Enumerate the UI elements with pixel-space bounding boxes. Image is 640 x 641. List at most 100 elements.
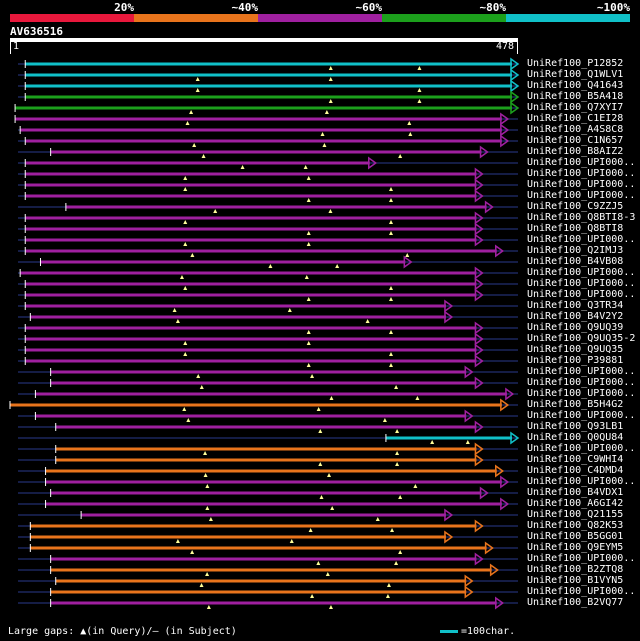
hit-label[interactable]: UniRef100_Q7XYI7 bbox=[527, 102, 624, 113]
hit-label[interactable]: UniRef100_B5GG01 bbox=[527, 531, 624, 542]
hit-label[interactable]: UniRef100_UPI000.. bbox=[527, 179, 636, 190]
hit-label[interactable]: UniRef100_UPI000.. bbox=[527, 586, 636, 597]
gap-marker-icon bbox=[328, 66, 333, 70]
query-ruler: 1 478 bbox=[10, 41, 518, 54]
hit-label[interactable]: UniRef100_Q8BTI8-3 bbox=[527, 212, 636, 223]
hit-label[interactable]: UniRef100_UPI000.. bbox=[527, 267, 636, 278]
gap-marker-icon bbox=[389, 198, 393, 202]
hit-label[interactable]: UniRef100_UPI000.. bbox=[527, 366, 636, 377]
hit-label[interactable]: UniRef100_B2ZTQ8 bbox=[527, 564, 624, 575]
hit-arrow-icon bbox=[500, 112, 510, 126]
hit-arrow-icon bbox=[510, 57, 520, 71]
hit-label[interactable]: UniRef100_B1VYN5 bbox=[527, 575, 624, 586]
gap-marker-icon bbox=[382, 418, 387, 422]
gap-marker-icon bbox=[389, 352, 393, 356]
gap-marker-icon bbox=[306, 297, 311, 301]
hit-label[interactable]: UniRef100_B4VDX1 bbox=[527, 487, 624, 498]
hit-label[interactable]: UniRef100_Q9UQ35-2 bbox=[527, 333, 636, 344]
gap-marker-icon bbox=[398, 550, 403, 554]
hit-label[interactable]: UniRef100_Q9EYM5 bbox=[527, 542, 624, 553]
gap-marker-icon bbox=[183, 242, 188, 246]
hit-label[interactable]: UniRef100_UPI000.. bbox=[527, 388, 636, 399]
hit-label[interactable]: UniRef100_Q3TR34 bbox=[527, 300, 624, 311]
hit-label[interactable]: UniRef100_Q8BTI8 bbox=[527, 223, 624, 234]
hit-label[interactable]: UniRef100_C1EI28 bbox=[527, 113, 624, 124]
hit-label[interactable]: UniRef100_Q2IMJ3 bbox=[527, 245, 624, 256]
hit-arrow-icon bbox=[368, 156, 378, 170]
gap-marker-icon bbox=[389, 220, 393, 224]
hit-label[interactable]: UniRef100_C4DMD4 bbox=[527, 465, 624, 476]
gap-marker-icon bbox=[395, 462, 400, 466]
gap-marker-icon bbox=[415, 396, 420, 400]
hit-label[interactable]: UniRef100_C9WHI4 bbox=[527, 454, 624, 465]
gap-marker-icon bbox=[405, 253, 410, 257]
hit-label[interactable]: UniRef100_UPI000.. bbox=[527, 157, 636, 168]
hit-label[interactable]: UniRef100_Q82K53 bbox=[527, 520, 624, 531]
hit-label[interactable]: UniRef100_UPI000.. bbox=[527, 553, 636, 564]
gap-marker-icon bbox=[306, 330, 311, 334]
hit-arrow-icon bbox=[495, 596, 505, 610]
hit-arrow-icon bbox=[474, 442, 484, 456]
gap-marker-icon bbox=[208, 517, 213, 521]
hit-label[interactable]: UniRef100_Q93LB1 bbox=[527, 421, 624, 432]
hit-label[interactable]: UniRef100_UPI000.. bbox=[527, 410, 636, 421]
hit-arrow-icon bbox=[474, 189, 484, 203]
gap-marker-icon bbox=[190, 253, 195, 257]
hit-label[interactable]: UniRef100_A6GI42 bbox=[527, 498, 624, 509]
hit-label[interactable]: UniRef100_UPI000.. bbox=[527, 190, 636, 201]
hit-label[interactable]: UniRef100_A4S8C8 bbox=[527, 124, 624, 135]
gap-marker-icon bbox=[465, 440, 470, 444]
hit-label[interactable]: UniRef100_UPI000.. bbox=[527, 234, 636, 245]
gap-marker-icon bbox=[306, 176, 311, 180]
gap-marker-icon bbox=[389, 330, 393, 334]
hit-label[interactable]: UniRef100_B8AIZ2 bbox=[527, 146, 624, 157]
gap-marker-icon bbox=[318, 429, 323, 433]
gap-marker-icon bbox=[308, 528, 313, 532]
hit-arrow-icon bbox=[474, 321, 484, 335]
hit-label[interactable]: UniRef100_Q21155 bbox=[527, 509, 624, 520]
hit-label[interactable]: UniRef100_UPI000.. bbox=[527, 168, 636, 179]
hit-arrow-icon bbox=[464, 574, 474, 588]
identity-legend: 20% ~40% ~60% ~80% ~100% bbox=[0, 0, 640, 24]
hit-label[interactable]: UniRef100_P39881 bbox=[527, 355, 624, 366]
gap-marker-icon bbox=[183, 220, 188, 224]
gap-marker-icon bbox=[417, 66, 422, 70]
hit-label[interactable]: UniRef100_Q41643 bbox=[527, 80, 624, 91]
hit-label[interactable]: UniRef100_C1N657 bbox=[527, 135, 624, 146]
gap-marker-icon bbox=[196, 374, 201, 378]
hit-arrow-icon bbox=[474, 167, 484, 181]
gap-marker-icon bbox=[183, 286, 188, 290]
hit-label[interactable]: UniRef100_Q9UQ39 bbox=[527, 322, 624, 333]
hit-label[interactable]: UniRef100_B2VQ77 bbox=[527, 597, 624, 608]
legend-label-100: ~100% bbox=[596, 1, 630, 14]
hit-label[interactable]: UniRef100_P12852 bbox=[527, 58, 624, 69]
gap-marker-icon bbox=[192, 143, 197, 147]
hit-arrow-icon bbox=[500, 398, 510, 412]
hit-label[interactable]: UniRef100_Q1WLV1 bbox=[527, 69, 624, 80]
gap-marker-icon bbox=[287, 308, 292, 312]
hit-label[interactable]: UniRef100_B5H4G2 bbox=[527, 399, 624, 410]
hit-label[interactable]: UniRef100_UPI000.. bbox=[527, 278, 636, 289]
hit-label[interactable]: UniRef100_C9ZZJ5 bbox=[527, 201, 624, 212]
hit-label[interactable]: UniRef100_B5A418 bbox=[527, 91, 624, 102]
hit-label[interactable]: UniRef100_B4V2Y2 bbox=[527, 311, 624, 322]
hit-label[interactable]: UniRef100_UPI000.. bbox=[527, 377, 636, 388]
hit-label[interactable]: UniRef100_B4VB08 bbox=[527, 256, 624, 267]
ruler-start: 1 bbox=[13, 41, 20, 52]
hit-label[interactable]: UniRef100_UPI000.. bbox=[527, 476, 636, 487]
hit-label[interactable]: UniRef100_Q0QU84 bbox=[527, 432, 624, 443]
legend-label-60: ~60% bbox=[355, 1, 383, 14]
hit-label[interactable]: UniRef100_UPI000.. bbox=[527, 443, 636, 454]
hit-arrow-icon bbox=[474, 552, 484, 566]
hit-arrow-icon bbox=[474, 233, 484, 247]
legend-band-100 bbox=[506, 14, 630, 22]
gap-marker-icon bbox=[386, 583, 391, 587]
hit-arrow-icon bbox=[474, 332, 484, 346]
hit-arrow-icon bbox=[464, 409, 474, 423]
gap-marker-icon bbox=[327, 473, 332, 477]
legend-band-60 bbox=[258, 14, 382, 22]
hit-arrow-icon bbox=[474, 222, 484, 236]
gap-marker-icon bbox=[390, 528, 395, 532]
hit-label[interactable]: UniRef100_Q9UQ35 bbox=[527, 344, 624, 355]
hit-label[interactable]: UniRef100_UPI000.. bbox=[527, 289, 636, 300]
